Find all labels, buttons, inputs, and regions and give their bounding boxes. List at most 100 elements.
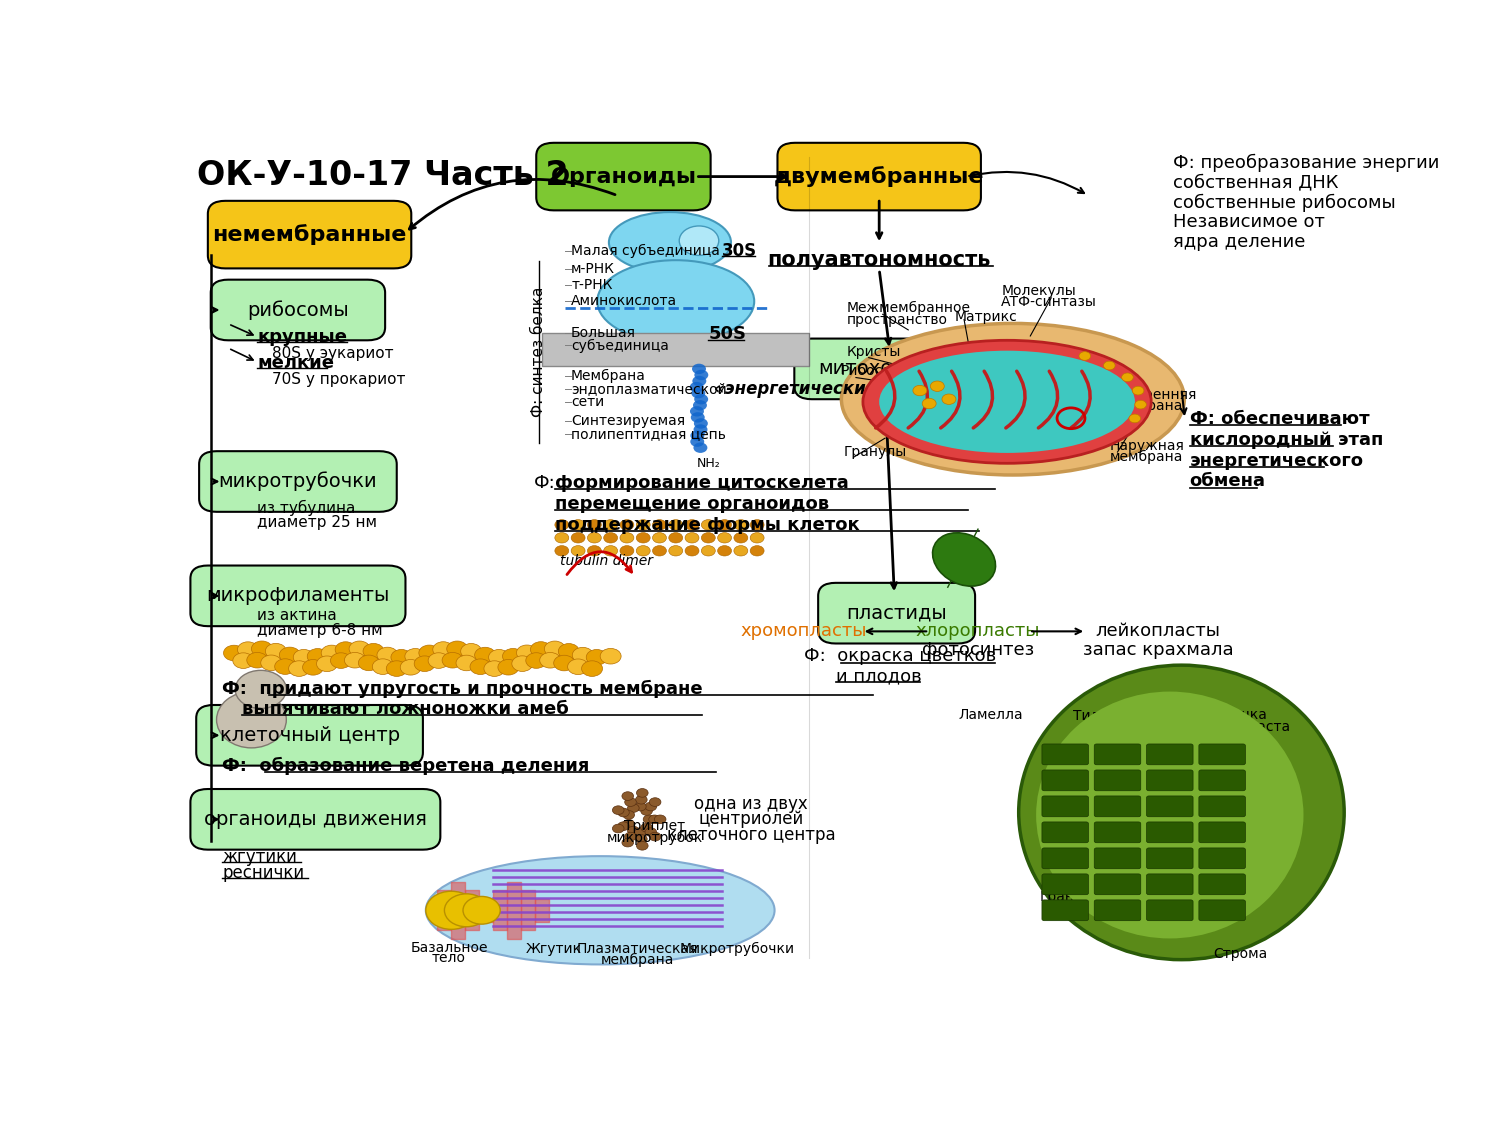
Circle shape bbox=[612, 825, 624, 832]
Circle shape bbox=[474, 647, 495, 663]
Text: Мембрана: Мембрана bbox=[572, 369, 646, 382]
Circle shape bbox=[603, 520, 618, 530]
Circle shape bbox=[350, 641, 370, 657]
Circle shape bbox=[622, 810, 634, 819]
FancyBboxPatch shape bbox=[542, 333, 810, 367]
Circle shape bbox=[484, 660, 506, 676]
FancyBboxPatch shape bbox=[1042, 822, 1089, 843]
FancyBboxPatch shape bbox=[818, 583, 975, 643]
FancyBboxPatch shape bbox=[196, 705, 423, 766]
FancyBboxPatch shape bbox=[1146, 796, 1192, 817]
Text: Тилакоид: Тилакоид bbox=[1074, 709, 1144, 722]
Circle shape bbox=[620, 546, 634, 556]
FancyBboxPatch shape bbox=[1198, 874, 1245, 894]
Text: собственные рибосомы: собственные рибосомы bbox=[1173, 193, 1396, 212]
Circle shape bbox=[582, 660, 603, 676]
Circle shape bbox=[914, 386, 927, 396]
Circle shape bbox=[750, 532, 764, 543]
Text: Органоиды: Органоиды bbox=[550, 166, 696, 187]
Circle shape bbox=[622, 838, 633, 847]
Circle shape bbox=[498, 659, 519, 675]
Text: полипептидная цепь: полипептидная цепь bbox=[572, 426, 726, 441]
Circle shape bbox=[588, 520, 602, 530]
Text: обмена: обмена bbox=[1190, 472, 1266, 490]
FancyBboxPatch shape bbox=[190, 789, 441, 849]
FancyBboxPatch shape bbox=[1094, 900, 1140, 920]
Circle shape bbox=[588, 546, 602, 556]
Circle shape bbox=[645, 828, 657, 837]
Text: полуавтономность: полуавтономность bbox=[768, 250, 992, 270]
Text: Базальное: Базальное bbox=[411, 940, 488, 954]
Ellipse shape bbox=[426, 856, 774, 964]
Ellipse shape bbox=[1019, 665, 1344, 960]
Circle shape bbox=[489, 649, 510, 665]
Circle shape bbox=[603, 532, 618, 543]
Circle shape bbox=[1122, 374, 1134, 381]
Text: из тубулина: из тубулина bbox=[258, 500, 356, 515]
FancyBboxPatch shape bbox=[1042, 848, 1089, 868]
FancyBboxPatch shape bbox=[190, 566, 405, 627]
FancyBboxPatch shape bbox=[1094, 796, 1140, 817]
Text: 30S: 30S bbox=[723, 242, 758, 260]
Text: перемещение органоидов: перемещение органоидов bbox=[555, 495, 830, 513]
Text: сети: сети bbox=[572, 395, 604, 408]
Circle shape bbox=[444, 894, 489, 927]
Text: микрофиламенты: микрофиламенты bbox=[206, 586, 390, 605]
Text: Триплет: Триплет bbox=[624, 819, 686, 834]
Text: NH₂: NH₂ bbox=[696, 457, 720, 470]
Circle shape bbox=[702, 546, 715, 556]
Circle shape bbox=[644, 814, 656, 824]
Text: энергетического: энергетического bbox=[1190, 452, 1364, 470]
Circle shape bbox=[694, 394, 708, 404]
Circle shape bbox=[620, 532, 634, 543]
Circle shape bbox=[694, 418, 708, 429]
Text: собственная ДНК: собственная ДНК bbox=[1173, 173, 1340, 191]
Circle shape bbox=[526, 652, 546, 668]
Ellipse shape bbox=[1036, 692, 1304, 938]
Circle shape bbox=[636, 789, 648, 798]
Circle shape bbox=[922, 398, 936, 408]
Text: Синтезируемая: Синтезируемая bbox=[572, 414, 686, 428]
Circle shape bbox=[586, 649, 608, 665]
Text: АТФ-синтазы: АТФ-синтазы bbox=[1002, 295, 1096, 309]
Circle shape bbox=[237, 642, 258, 657]
FancyBboxPatch shape bbox=[777, 143, 981, 210]
Ellipse shape bbox=[597, 260, 754, 342]
FancyBboxPatch shape bbox=[537, 143, 711, 210]
Text: диаметр 25 нм: диаметр 25 нм bbox=[258, 515, 378, 530]
Circle shape bbox=[600, 648, 621, 664]
Circle shape bbox=[640, 807, 652, 816]
FancyBboxPatch shape bbox=[1198, 770, 1245, 791]
Circle shape bbox=[274, 659, 296, 674]
Text: хлоропласты: хлоропласты bbox=[915, 622, 1041, 640]
Text: двумембранные: двумембранные bbox=[774, 166, 984, 187]
Circle shape bbox=[303, 659, 324, 675]
Text: центриолей: центриолей bbox=[699, 810, 804, 828]
Circle shape bbox=[624, 798, 636, 807]
Circle shape bbox=[693, 376, 706, 386]
Text: хромопласты: хромопласты bbox=[741, 622, 867, 640]
Text: Матрикс: Матрикс bbox=[954, 309, 1017, 324]
Ellipse shape bbox=[862, 340, 1150, 464]
Circle shape bbox=[288, 660, 309, 676]
Text: Ф: преобразование энергии: Ф: преобразование энергии bbox=[1173, 154, 1440, 172]
Circle shape bbox=[654, 814, 666, 824]
Circle shape bbox=[567, 659, 588, 675]
Circle shape bbox=[636, 520, 650, 530]
Text: микротрубочки: микротрубочки bbox=[219, 471, 378, 492]
Circle shape bbox=[405, 648, 426, 664]
Circle shape bbox=[693, 400, 706, 411]
Circle shape bbox=[531, 641, 552, 657]
Circle shape bbox=[627, 826, 639, 835]
Circle shape bbox=[572, 520, 585, 530]
Ellipse shape bbox=[609, 213, 730, 272]
Text: т-РНК: т-РНК bbox=[572, 278, 612, 291]
Text: Строма: Строма bbox=[1214, 946, 1267, 961]
Circle shape bbox=[717, 546, 732, 556]
Circle shape bbox=[669, 532, 682, 543]
Circle shape bbox=[470, 659, 490, 675]
Ellipse shape bbox=[842, 323, 1185, 475]
Text: Жгутик: Жгутик bbox=[525, 943, 582, 956]
Text: клеточного центра: клеточного центра bbox=[668, 826, 836, 844]
Circle shape bbox=[652, 532, 666, 543]
